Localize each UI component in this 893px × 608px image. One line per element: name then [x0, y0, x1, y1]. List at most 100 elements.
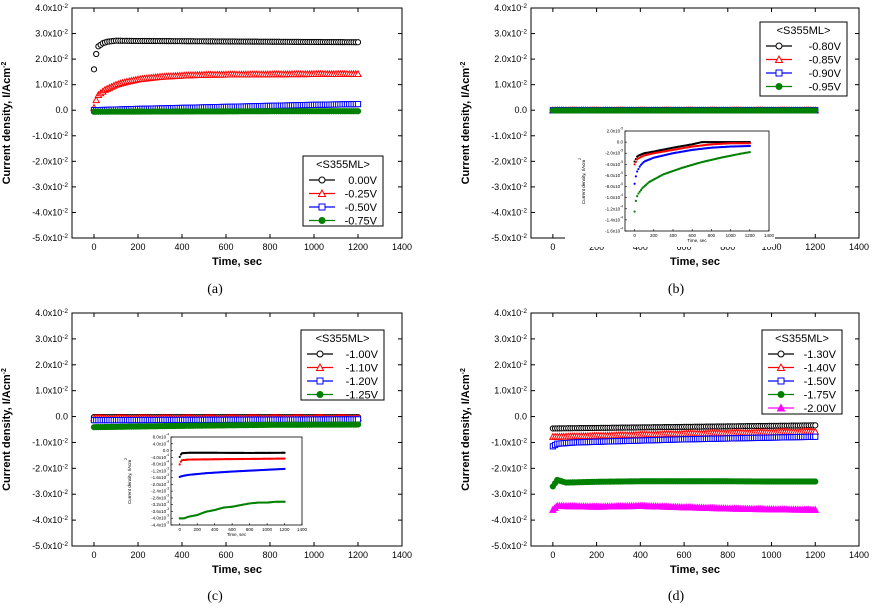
inset-series — [178, 467, 286, 478]
series--1.20V — [90, 416, 362, 424]
legend-entry: -1.50V — [804, 376, 837, 388]
y-tick-label: -1.0x10-2 — [491, 131, 527, 141]
inset-frame — [170, 436, 303, 526]
series--1.30V — [549, 422, 819, 432]
inset-y-tick-label: -1.6x10-4 — [605, 227, 623, 234]
legend-marker — [316, 350, 324, 358]
inset-y-tick-label: -2.4x10-3 — [151, 487, 169, 494]
inset-y-tick-label: 0.0 — [163, 448, 170, 453]
legend: <S355ML> -1.00V -1.10V-1.20V -1.25V — [300, 329, 385, 402]
legend-entry: -0.85V — [809, 55, 842, 67]
inset-x-axis-label: Time, sec — [687, 238, 707, 243]
legend-marker — [776, 362, 786, 371]
series--1.75V — [549, 476, 819, 490]
legend-marker — [316, 377, 324, 385]
inset-series — [178, 500, 286, 520]
y-tick-label: -1.0x10-2 — [32, 437, 68, 447]
inset-x-tick-label: 1400 — [297, 527, 308, 532]
x-tick-label: 1400 — [392, 550, 412, 560]
inset-y-tick-label: -3.6x10-3 — [151, 507, 169, 514]
inset-chart: 2.0x10-5 0.0 -2.0x10-5 -4.0x10-5 -6.0x10-5 -8… — [565, 127, 775, 247]
data-point — [354, 108, 362, 115]
x-tick-label: 800 — [262, 550, 277, 560]
legend-box — [300, 329, 385, 401]
legend-marker — [775, 42, 783, 50]
x-axis-label: Time, sec — [670, 564, 720, 576]
x-tick-label: 200 — [130, 242, 145, 252]
x-tick-label: 1000 — [762, 550, 782, 560]
data-point — [812, 107, 819, 114]
inset-x-tick-label: 400 — [211, 527, 219, 532]
legend-marker — [777, 391, 785, 398]
y-tick-label: 1.0x10-2 — [35, 80, 68, 90]
inset-data-point — [638, 190, 641, 193]
x-tick-label: 1200 — [348, 550, 368, 560]
x-tick-label: 400 — [633, 550, 648, 560]
series--2.00V — [548, 501, 820, 513]
plot-frame — [530, 312, 860, 547]
inset-y-tick-label: -4.0x10-4 — [151, 453, 169, 460]
inset-x-tick-label: 1000 — [262, 527, 273, 532]
legend: <S355ML> -0.80V -0.85V-0.90V -0.95V — [759, 21, 848, 97]
x-tick-label: 1200 — [805, 242, 825, 252]
inset-y-tick-label: -4.0x10-5 — [605, 160, 623, 167]
inset-y-tick-label: 8.0x10-4 — [153, 433, 170, 440]
legend: <S355ML> -1.30V -1.40V-1.50V -1.75V-2.00V — [761, 329, 843, 415]
inset-series — [633, 141, 751, 163]
y-axis-label: Current density, I/Acm-2 — [1, 368, 13, 491]
y-tick-label: 2.0x10-2 — [494, 54, 527, 64]
legend-marker — [777, 377, 785, 385]
inset-data-point — [283, 451, 286, 454]
inset-chart: 8.0x10-44.0x10-40.0-4.0x10-4-8.0x10-4-1.… — [111, 433, 308, 541]
y-tick-label: 0.0 — [514, 412, 527, 422]
x-tick-label: 0 — [550, 242, 555, 252]
x-tick-label: 600 — [677, 550, 692, 560]
plot-frame — [71, 7, 403, 239]
y-tick-label: 2.0x10-2 — [494, 360, 527, 370]
series--0.95V — [549, 107, 819, 114]
y-tick-label: -1.0x10-2 — [32, 131, 68, 141]
y-tick-label: 3.0x10-2 — [35, 334, 68, 344]
y-tick-label: -4.0x10-2 — [491, 515, 527, 525]
y-tick-label: -2.0x10-2 — [32, 463, 68, 473]
data-point — [354, 416, 362, 423]
legend-marker — [776, 403, 786, 412]
y-tick-label: 4.0x10-2 — [35, 3, 68, 13]
legend-entry: -0.25V — [345, 189, 378, 201]
legend-entry: -1.10V — [346, 363, 379, 375]
series--1.50V — [549, 433, 819, 450]
legend-marker — [316, 391, 324, 398]
inset-data-point — [634, 160, 637, 163]
data-point — [90, 66, 98, 73]
inset-x-tick-label: 200 — [650, 233, 658, 238]
legend-marker — [777, 350, 785, 358]
inset-data-point — [748, 144, 751, 148]
panel-c: 4.0x10-2 3.0x10-2 2.0x10-2 1.0x10-2 0.0 -1.0x… — [1, 308, 412, 604]
x-tick-label: 1000 — [304, 242, 324, 252]
legend-title: <S355ML> — [316, 159, 370, 171]
inset-data-point — [283, 457, 286, 460]
inset-y-axis-label: Current density, I/Acm2 — [578, 158, 586, 204]
inset-x-tick-label: 1400 — [764, 233, 775, 238]
inset-x-tick-label: 1000 — [726, 233, 737, 238]
y-tick-label: 2.0x10-2 — [35, 360, 68, 370]
x-axis-label: Time, sec — [212, 256, 262, 268]
panel-b: 4.0x10-2 3.0x10-2 2.0x10-2 1.0x10-2 0.0 -1.0x… — [460, 3, 869, 297]
inset-data-point — [283, 467, 286, 470]
y-tick-label: -4.0x10-2 — [491, 207, 527, 217]
y-tick-label: -2.0x10-2 — [32, 156, 68, 166]
series--0.75V — [90, 108, 362, 115]
data-point — [354, 100, 362, 108]
inset-series — [633, 151, 751, 213]
y-tick-label: -3.0x10-2 — [491, 489, 527, 499]
inset-y-tick-label: -8.0x10-4 — [151, 460, 169, 467]
inset-y-tick-label: -1.2x10-3 — [151, 466, 169, 473]
inset-data-point — [636, 194, 639, 198]
legend-entry: -1.30V — [804, 349, 837, 361]
legend: <S355ML> 0.00V -0.25V-0.50V -0.75V — [302, 155, 384, 228]
panel-caption: (d) — [668, 589, 685, 604]
x-tick-label: 600 — [218, 242, 233, 252]
legend-title: <S355ML> — [775, 333, 829, 345]
y-tick-label: -4.0x10-2 — [32, 207, 68, 217]
inset-series — [178, 451, 286, 459]
